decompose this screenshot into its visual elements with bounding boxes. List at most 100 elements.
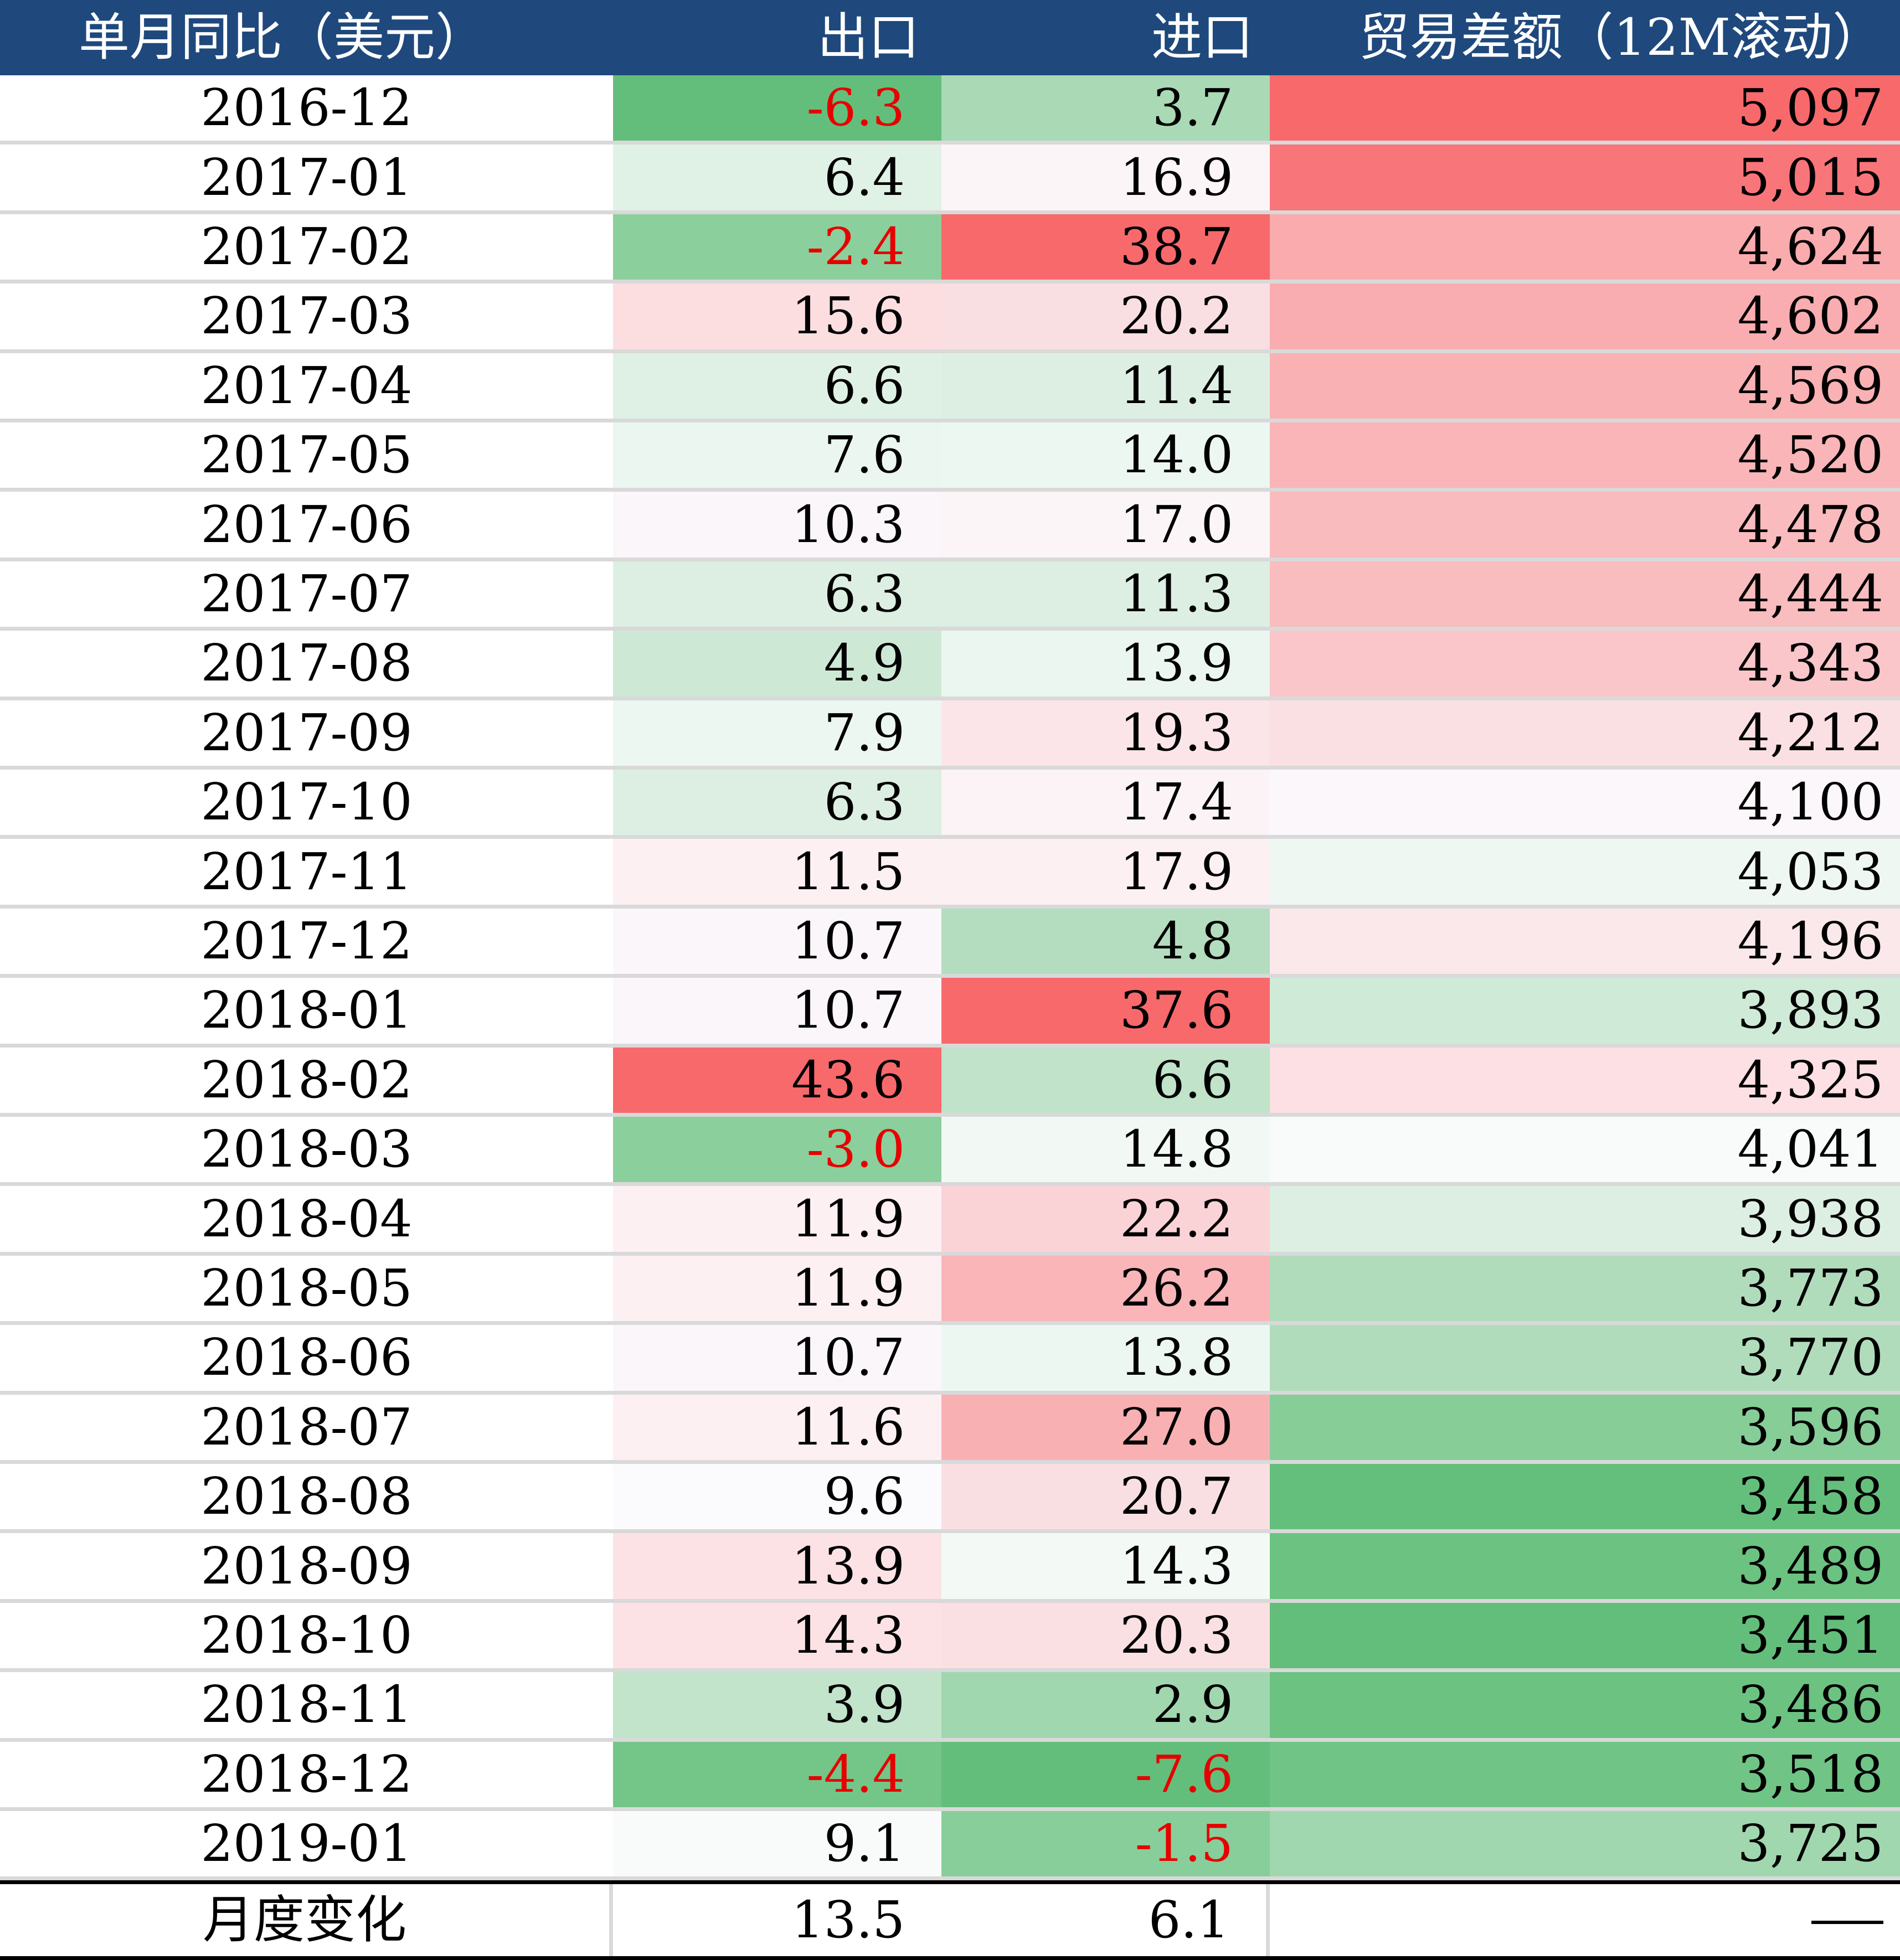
cell-import[interactable]: 38.7 (941, 214, 1270, 284)
cell-period[interactable]: 2017-01 (0, 145, 613, 214)
cell-import[interactable]: 37.6 (941, 978, 1270, 1048)
cell-period[interactable]: 2018-06 (0, 1325, 613, 1395)
cell-period[interactable]: 2018-09 (0, 1533, 613, 1603)
cell-balance[interactable]: 3,458 (1270, 1464, 1900, 1534)
cell-import[interactable]: 16.9 (941, 145, 1270, 214)
cell-balance[interactable]: 3,725 (1270, 1811, 1900, 1881)
cell-period[interactable]: 2018-07 (0, 1395, 613, 1464)
cell-period[interactable]: 2017-02 (0, 214, 613, 284)
cell-balance[interactable]: 4,053 (1270, 839, 1900, 909)
cell-balance[interactable]: 3,451 (1270, 1602, 1900, 1673)
cell-export[interactable]: 11.6 (613, 1394, 941, 1464)
cell-period[interactable]: 2017-12 (0, 909, 613, 978)
cell-period[interactable]: 2017-11 (0, 839, 613, 909)
cell-period[interactable]: 2017-08 (0, 631, 613, 700)
footer-import-change[interactable]: 6.1 (941, 1884, 1270, 1956)
cell-balance[interactable]: 3,486 (1270, 1672, 1900, 1742)
cell-import[interactable]: -1.5 (941, 1811, 1270, 1881)
cell-period[interactable]: 2018-01 (0, 978, 613, 1048)
cell-period[interactable]: 2018-10 (0, 1603, 613, 1673)
cell-period[interactable]: 2018-02 (0, 1048, 613, 1117)
cell-period[interactable]: 2017-05 (0, 422, 613, 492)
cell-balance[interactable]: 3,938 (1270, 1186, 1900, 1256)
cell-period[interactable]: 2018-05 (0, 1256, 613, 1325)
cell-import[interactable]: 20.7 (941, 1464, 1270, 1534)
cell-balance[interactable]: 4,196 (1270, 908, 1900, 978)
cell-import[interactable]: 13.9 (941, 631, 1270, 700)
cell-export[interactable]: 15.6 (613, 283, 941, 353)
cell-balance[interactable]: 4,520 (1270, 422, 1900, 492)
cell-period[interactable]: 2018-12 (0, 1742, 613, 1811)
cell-export[interactable]: -3.0 (613, 1117, 941, 1187)
cell-import[interactable]: 17.9 (941, 839, 1270, 909)
cell-balance[interactable]: 4,478 (1270, 492, 1900, 561)
cell-import[interactable]: 11.4 (941, 353, 1270, 422)
cell-balance[interactable]: 4,624 (1270, 214, 1900, 284)
cell-import[interactable]: 17.4 (941, 770, 1270, 839)
cell-import[interactable]: 20.3 (941, 1602, 1270, 1673)
cell-balance[interactable]: 3,489 (1270, 1533, 1900, 1603)
cell-import[interactable]: 14.3 (941, 1533, 1270, 1603)
cell-period[interactable]: 2017-03 (0, 283, 613, 353)
cell-export[interactable]: 4.9 (613, 631, 941, 700)
cell-period[interactable]: 2018-03 (0, 1117, 613, 1187)
cell-import[interactable]: 11.3 (941, 561, 1270, 631)
cell-import[interactable]: 20.2 (941, 283, 1270, 353)
cell-export[interactable]: 7.6 (613, 422, 941, 492)
cell-balance[interactable]: 4,212 (1270, 700, 1900, 770)
cell-export[interactable]: 43.6 (613, 1047, 941, 1117)
cell-export[interactable]: 6.3 (613, 561, 941, 631)
cell-import[interactable]: 14.0 (941, 422, 1270, 492)
header-export[interactable]: 出口 (817, 8, 919, 67)
cell-import[interactable]: 14.8 (941, 1117, 1270, 1187)
header-import[interactable]: 进口 (1151, 8, 1253, 67)
cell-balance[interactable]: 3,596 (1270, 1394, 1900, 1464)
cell-export[interactable]: 11.5 (613, 839, 941, 909)
cell-balance[interactable]: 4,100 (1270, 770, 1900, 839)
cell-export[interactable]: 9.6 (613, 1464, 941, 1534)
footer-label[interactable]: 月度变化 (0, 1884, 613, 1956)
cell-import[interactable]: -7.6 (941, 1741, 1270, 1811)
cell-export[interactable]: -2.4 (613, 214, 941, 284)
cell-balance[interactable]: 4,569 (1270, 353, 1900, 422)
cell-export[interactable]: 10.7 (613, 978, 941, 1048)
cell-period[interactable]: 2017-06 (0, 492, 613, 561)
cell-import[interactable]: 26.2 (941, 1255, 1270, 1325)
cell-import[interactable]: 19.3 (941, 700, 1270, 770)
header-period[interactable]: 单月同比（美元） (79, 8, 487, 67)
cell-balance[interactable]: 4,041 (1270, 1117, 1900, 1187)
cell-balance[interactable]: 3,893 (1270, 978, 1900, 1048)
cell-export[interactable]: 6.6 (613, 353, 941, 422)
header-trade-balance[interactable]: 贸易差额（12M滚动） (1358, 8, 1883, 67)
cell-import[interactable]: 27.0 (941, 1394, 1270, 1464)
cell-period[interactable]: 2018-08 (0, 1464, 613, 1534)
cell-balance[interactable]: 3,770 (1270, 1325, 1900, 1395)
cell-import[interactable]: 13.8 (941, 1325, 1270, 1395)
cell-balance[interactable]: 5,015 (1270, 145, 1900, 214)
cell-period[interactable]: 2017-07 (0, 561, 613, 631)
cell-export[interactable]: -6.3 (613, 75, 941, 145)
cell-import[interactable]: 6.6 (941, 1047, 1270, 1117)
cell-balance[interactable]: 4,444 (1270, 561, 1900, 631)
cell-period[interactable]: 2017-04 (0, 353, 613, 422)
cell-period[interactable]: 2016-12 (0, 75, 613, 145)
cell-export[interactable]: 10.3 (613, 492, 941, 561)
cell-balance[interactable]: 4,325 (1270, 1047, 1900, 1117)
cell-import[interactable]: 22.2 (941, 1186, 1270, 1256)
cell-export[interactable]: -4.4 (613, 1741, 941, 1811)
cell-period[interactable]: 2017-10 (0, 770, 613, 839)
cell-balance[interactable]: 3,518 (1270, 1741, 1900, 1811)
cell-balance[interactable]: 3,773 (1270, 1255, 1900, 1325)
cell-export[interactable]: 7.9 (613, 700, 941, 770)
cell-export[interactable]: 11.9 (613, 1186, 941, 1256)
cell-period[interactable]: 2018-11 (0, 1672, 613, 1742)
footer-balance-change[interactable]: —— (1270, 1884, 1900, 1956)
cell-balance[interactable]: 4,602 (1270, 283, 1900, 353)
cell-period[interactable]: 2018-04 (0, 1186, 613, 1256)
footer-export-change[interactable]: 13.5 (791, 1890, 905, 1950)
cell-period[interactable]: 2019-01 (0, 1811, 613, 1881)
cell-import[interactable]: 4.8 (941, 908, 1270, 978)
cell-export[interactable]: 6.4 (613, 145, 941, 214)
cell-export[interactable]: 6.3 (613, 770, 941, 839)
cell-export[interactable]: 13.9 (613, 1533, 941, 1603)
